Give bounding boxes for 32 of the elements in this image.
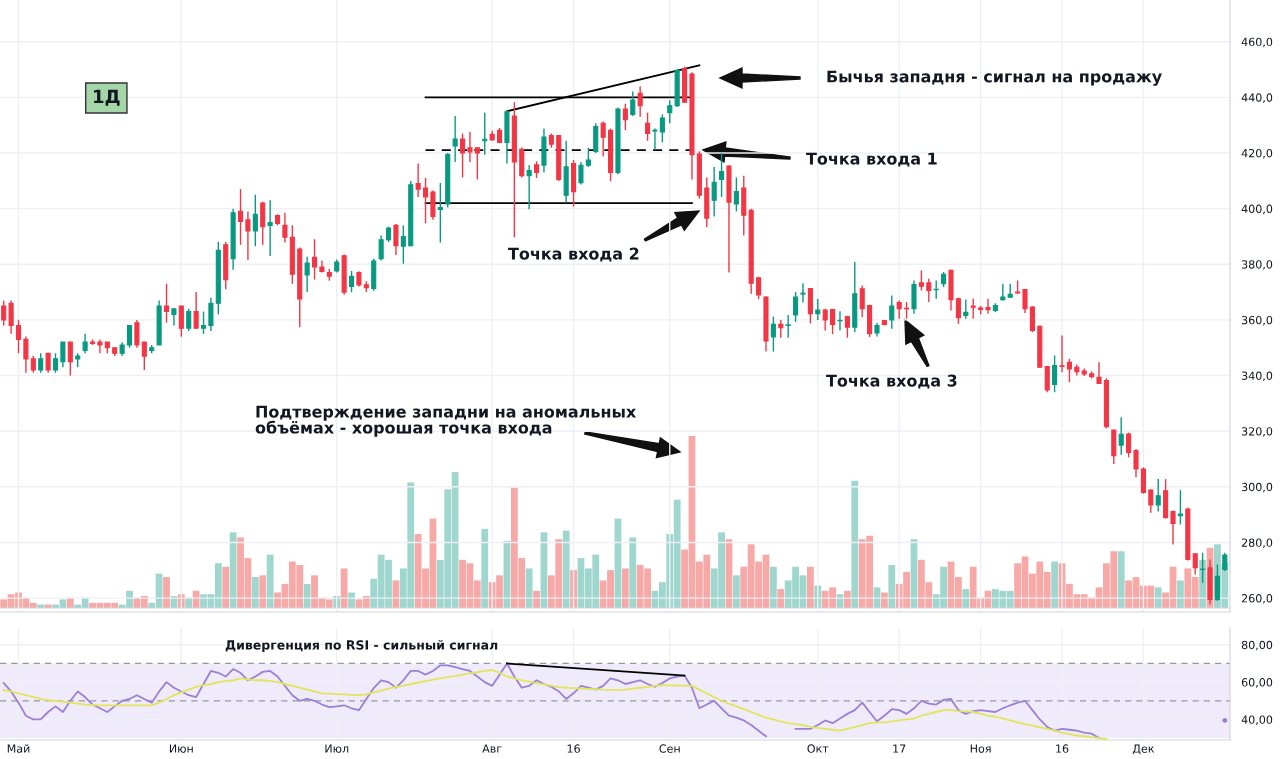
x-tick-label: 17 — [893, 744, 906, 753]
annotation: 1Д — [94, 89, 120, 106]
x-tick-label: Июл — [325, 744, 349, 753]
annotation: Подтверждение западни на аномальных объёмах - хорошая точка входа — [255, 405, 637, 437]
x-tick-label: 16 — [1056, 744, 1069, 753]
annotation: Дивергенция по RSI - сильный сигнал — [225, 639, 498, 653]
annotation: Точка входа 2 — [508, 247, 639, 262]
x-tick-label: Июн — [169, 744, 193, 753]
annotation: Точка входа 3 — [826, 374, 957, 389]
y-tick-label: 340,0 — [1241, 371, 1273, 382]
y-tick-label: 440,0 — [1241, 93, 1273, 103]
y-tick-label: 360,0 — [1241, 315, 1273, 326]
x-tick-label: Авг — [482, 744, 502, 753]
y-tick-label: 40,00 — [1241, 715, 1273, 725]
y-tick-label: 460,0 — [1241, 37, 1273, 48]
x-tick-label: Окт — [807, 744, 829, 753]
x-tick-label: Ноя — [970, 744, 991, 753]
y-tick-label: 320,0 — [1241, 427, 1273, 437]
y-tick-label: 280,0 — [1241, 538, 1273, 548]
y-tick-label: 400,0 — [1241, 204, 1273, 215]
x-tick-label: 16 — [567, 744, 580, 753]
annotation: Бычья западня - сигнал на продажу — [827, 70, 1162, 86]
y-tick-label: 380,0 — [1241, 260, 1273, 270]
y-tick-label: 300,0 — [1241, 482, 1273, 493]
x-tick-label: Сен — [659, 744, 680, 753]
y-tick-label: 80,00 — [1241, 640, 1273, 651]
x-tick-label: Май — [7, 744, 30, 753]
y-tick-label: 60,00 — [1241, 678, 1273, 688]
y-tick-label: 260,0 — [1241, 594, 1273, 604]
x-tick-label: Дек — [1132, 744, 1155, 755]
annotation: Точка входа 1 — [806, 152, 937, 167]
y-tick-label: 420,0 — [1241, 148, 1273, 159]
